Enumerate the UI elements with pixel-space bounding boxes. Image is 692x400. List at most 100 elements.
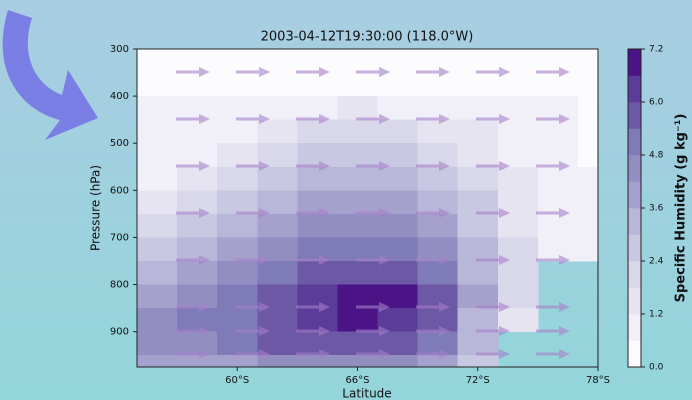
y-tick-label: 700: [110, 232, 129, 243]
field-cell: [417, 143, 459, 168]
field-cell: [137, 119, 178, 144]
chart-title: 2003-04-12T19:30:00 (118.0°W): [261, 30, 474, 45]
field-cell: [217, 119, 258, 144]
field-cell: [337, 96, 379, 121]
field-cell: [177, 355, 218, 367]
y-axis-label: Pressure (hPa): [89, 165, 103, 251]
field-cell: [537, 143, 579, 168]
field-cell: [337, 355, 379, 367]
field-cell: [297, 237, 338, 262]
field-cell: [137, 237, 178, 262]
field-cell: [417, 119, 459, 144]
wind-arrow: [176, 114, 210, 124]
x-tick-label: 72°S: [466, 375, 490, 386]
wind-arrow: [476, 349, 510, 359]
field-cell: [457, 213, 499, 238]
field-cell: [497, 49, 539, 74]
wind-arrow: [536, 67, 570, 77]
wind-arrow: [416, 302, 450, 312]
field-cell: [297, 190, 338, 215]
field-cell: [137, 190, 178, 215]
wind-arrow: [236, 349, 270, 359]
colorbar-tick-label: 1.2: [649, 310, 663, 320]
field-cell: [217, 261, 258, 286]
wind-arrow: [536, 114, 570, 124]
field-cell: [497, 213, 539, 238]
wind-arrow: [416, 208, 450, 218]
x-tick-label: 66°S: [345, 375, 369, 386]
wind-arrow: [296, 67, 330, 77]
field-cell: [177, 166, 218, 191]
field-cell: [577, 213, 598, 238]
field-cell: [297, 166, 338, 191]
x-tick-label: 60°S: [225, 375, 249, 386]
field-cell: [417, 331, 459, 356]
wind-arrow: [536, 161, 570, 171]
field-cell: [417, 355, 459, 367]
field-cell: [377, 308, 419, 333]
wind-arrows: [176, 67, 570, 359]
field-cell: [257, 166, 298, 191]
plot-frame: [136, 48, 599, 368]
field-cell: [577, 237, 598, 262]
field-cell: [217, 331, 258, 356]
field-cell: [257, 143, 298, 168]
wind-arrow: [476, 67, 510, 77]
field-cell: [217, 166, 258, 191]
colorbar-band: [628, 181, 641, 209]
field-cell: [577, 96, 598, 121]
wind-arrow: [476, 161, 510, 171]
field-cell: [337, 284, 379, 309]
field-cell: [137, 261, 178, 286]
field-cell: [217, 308, 258, 333]
field-cell: [497, 119, 539, 144]
field-cell: [257, 308, 298, 333]
colorbar-label: Specific Humidity (g kg⁻¹): [674, 114, 689, 303]
field-cell: [297, 143, 338, 168]
decorative-arrow: [2, 10, 98, 140]
field-cell: [337, 213, 379, 238]
field-cell: [537, 190, 579, 215]
wind-arrow: [356, 67, 390, 77]
colorbar: 0.0 1.2 2.4 3.6 4.8 6.0 7.2: [627, 45, 664, 373]
field-cell: [257, 355, 298, 367]
wind-arrow: [296, 161, 330, 171]
field-cell: [577, 190, 598, 215]
field-cell: [377, 213, 419, 238]
field-cell: [377, 355, 419, 367]
field-cell: [457, 119, 499, 144]
wind-arrow: [356, 326, 390, 336]
field-cell: [217, 284, 258, 309]
field-cell: [377, 190, 419, 215]
wind-arrow: [296, 349, 330, 359]
field-cell: [217, 355, 258, 367]
field-cell: [177, 237, 218, 262]
field-cell: [457, 284, 499, 309]
field-cell: [337, 190, 379, 215]
field-cell: [457, 49, 499, 74]
field-cell: [257, 261, 298, 286]
field-cell: [537, 213, 579, 238]
field-cell: [337, 237, 379, 262]
field-cell: [417, 261, 459, 286]
wind-arrow: [236, 67, 270, 77]
field-cell: [577, 119, 598, 144]
field-cell: [377, 166, 419, 191]
field-cell: [217, 237, 258, 262]
wind-arrow: [476, 255, 510, 265]
field-cell: [337, 261, 379, 286]
colorbar-tick-label: 0.0: [649, 363, 664, 373]
field-cell: [377, 49, 419, 74]
field-cell: [417, 166, 459, 191]
field-cell: [217, 72, 258, 97]
wind-arrow: [296, 255, 330, 265]
field-cell: [177, 284, 218, 309]
field-cell: [337, 331, 379, 356]
wind-arrow: [236, 114, 270, 124]
field-cell: [577, 166, 598, 191]
field-cell: [337, 308, 379, 333]
field-cell: [457, 331, 499, 356]
field-cell: [177, 119, 218, 144]
field-cell: [217, 96, 258, 121]
